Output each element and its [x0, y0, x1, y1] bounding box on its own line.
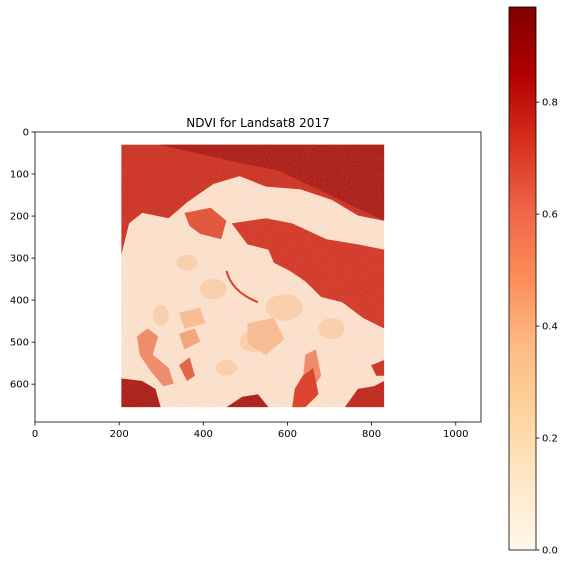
y-tick-label: 300	[10, 254, 29, 265]
y-tick-label: 200	[10, 212, 29, 223]
colorbar-axis: 0.0 0.2 0.4 0.6 0.8	[536, 98, 558, 557]
x-tick-label: 0	[32, 429, 38, 440]
colorbar-tick-label: 0.6	[542, 210, 558, 221]
x-axis: 0 200 400 600 800 1000	[32, 422, 468, 440]
colorbar-tick-label: 0.8	[542, 98, 558, 109]
x-tick-label: 400	[194, 429, 213, 440]
colorbar	[508, 6, 537, 551]
y-tick-label: 500	[10, 338, 29, 349]
y-tick-label: 400	[10, 296, 29, 307]
plot-frame	[34, 131, 482, 423]
y-tick-label: 600	[10, 380, 29, 391]
raster-texture	[121, 144, 385, 408]
ndvi-raster-image	[121, 144, 385, 408]
x-tick-label: 800	[362, 429, 381, 440]
colorbar-tick-label: 0.4	[542, 322, 558, 333]
colorbar-tick-label: 0.2	[542, 434, 558, 445]
y-axis: 0 100 200 300 400 500 600	[10, 128, 35, 391]
y-tick-label: 100	[10, 170, 29, 181]
x-tick-label: 200	[110, 429, 129, 440]
x-tick-label: 600	[278, 429, 297, 440]
x-tick-label: 1000	[443, 429, 468, 440]
colorbar-tick-label: 0.0	[542, 546, 558, 557]
chart-title: NDVI for Landsat8 2017	[186, 116, 329, 130]
y-tick-label: 0	[23, 128, 29, 139]
